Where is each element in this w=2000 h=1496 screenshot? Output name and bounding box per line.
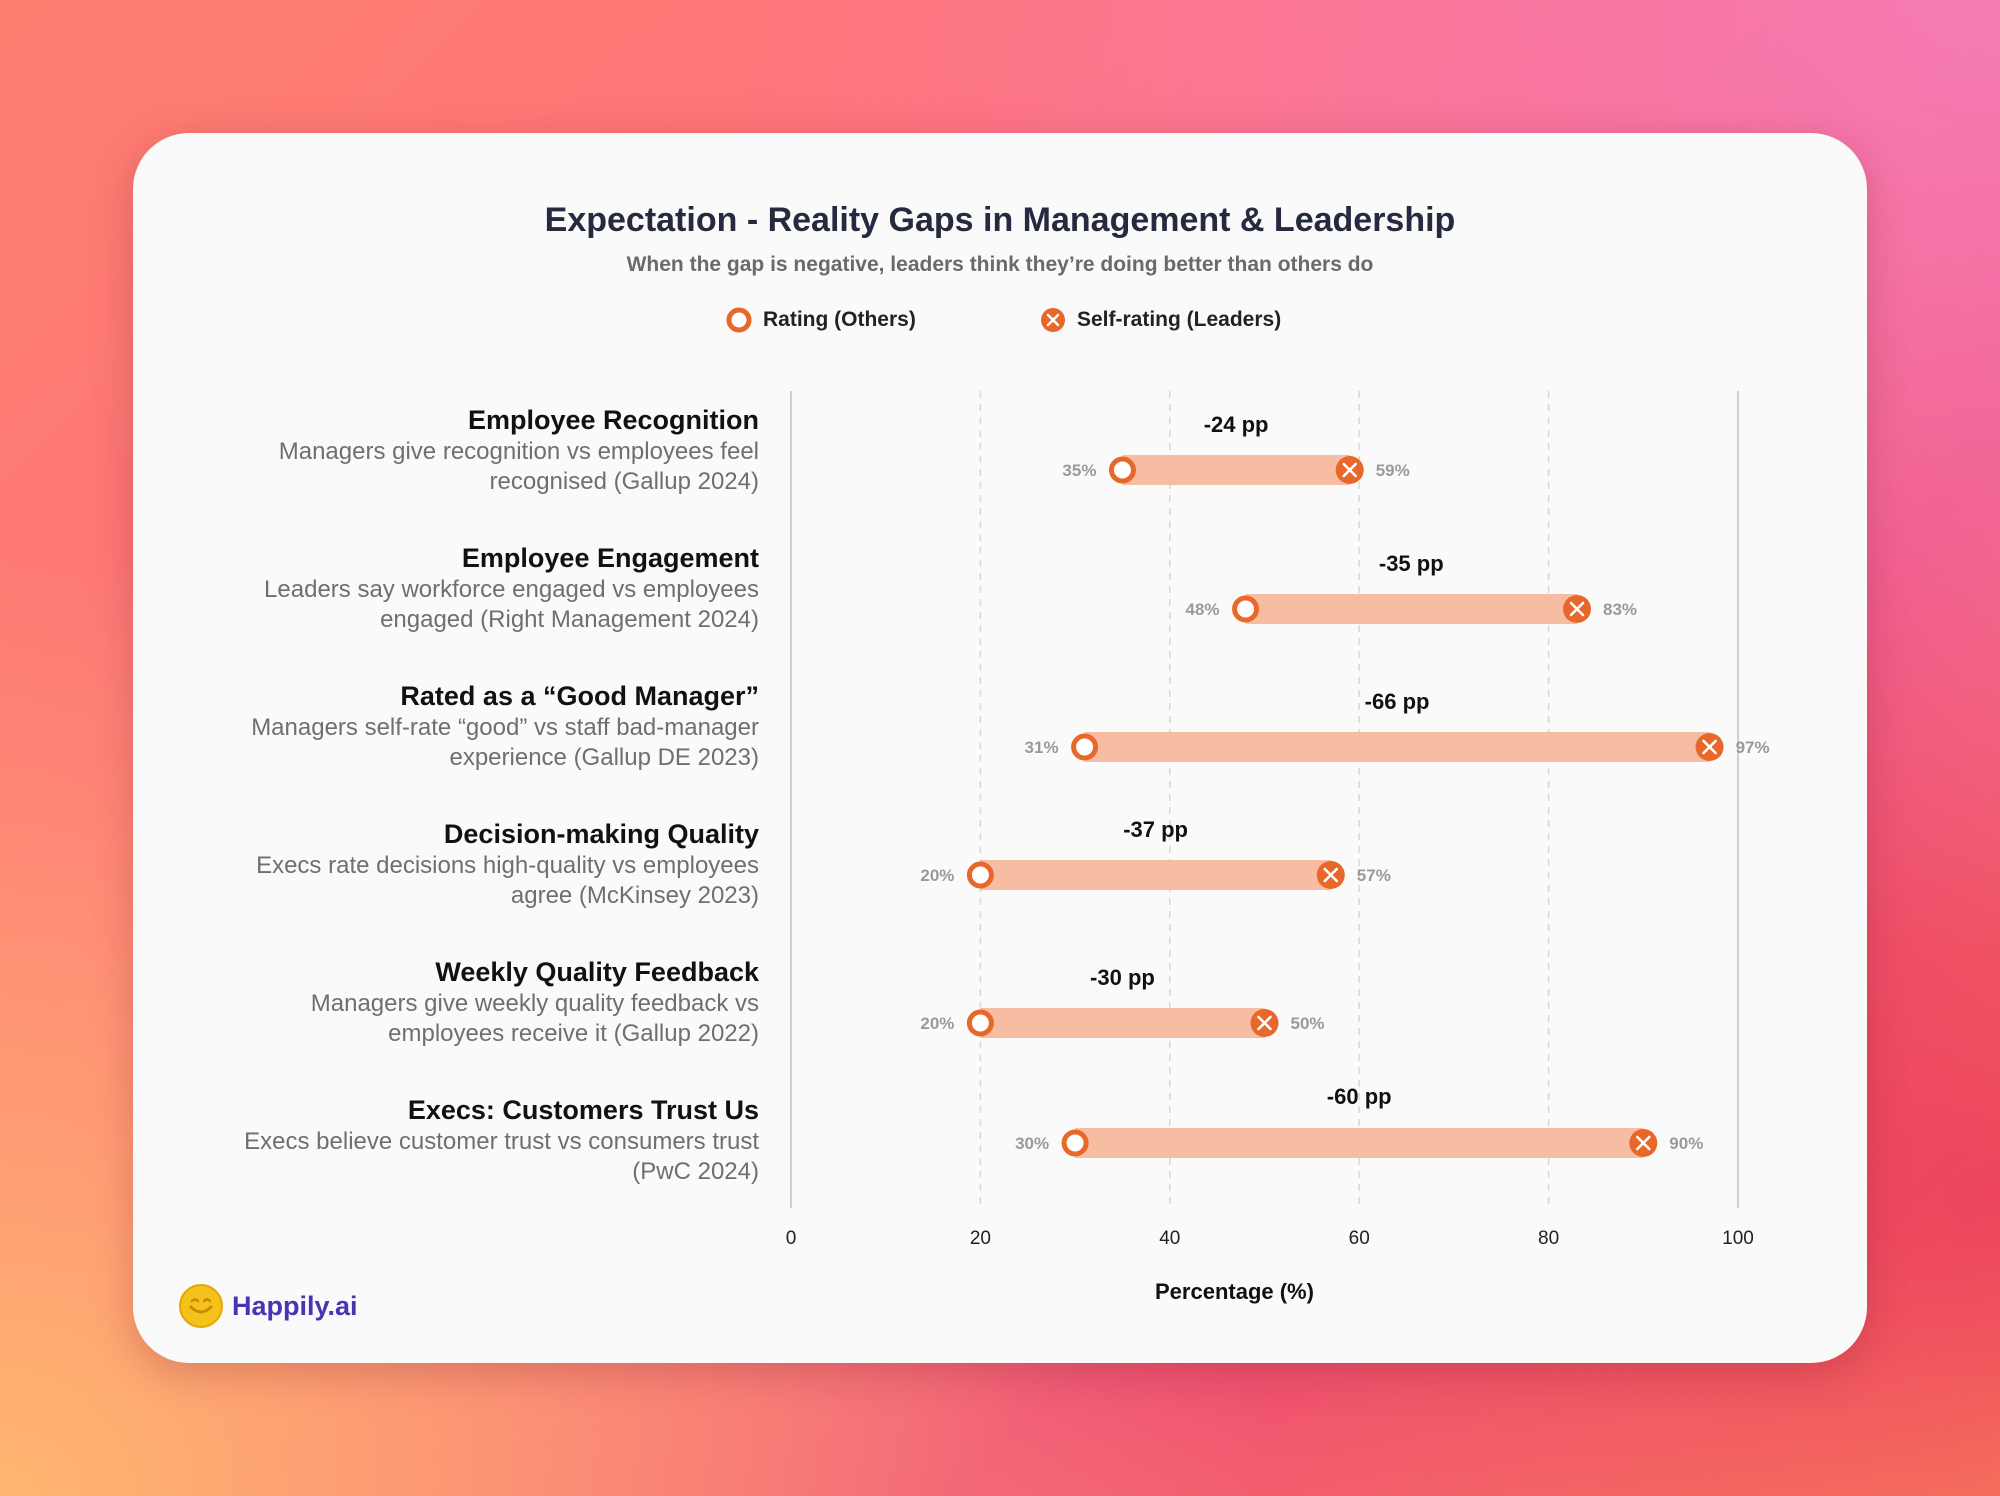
gap-label: -30 pp <box>1090 965 1155 990</box>
x-circle-icon <box>1041 308 1065 332</box>
others-marker <box>1061 1129 1089 1157</box>
others-marker <box>966 1009 994 1037</box>
others-value-label: 20% <box>920 866 954 885</box>
x-axis-label: Percentage (%) <box>1155 1279 1314 1304</box>
self-value-label: 83% <box>1603 600 1637 619</box>
self-marker-x <box>1323 867 1339 883</box>
row-description: recognised (Gallup 2024) <box>489 468 760 495</box>
x-tick-label: 60 <box>1349 1228 1370 1249</box>
row-description: employees receive it (Gallup 2022) <box>388 1020 759 1047</box>
self-value-label: 59% <box>1376 461 1410 480</box>
dumbbell-plot: 0 20 40 60 80 100 35% 59% -24 pp 48% 83% -35 pp 31% 9… <box>786 391 1770 1249</box>
gap-label: -35 pp <box>1379 551 1444 576</box>
open-circle-icon <box>726 307 752 333</box>
row-description: engaged (Right Management 2024) <box>380 606 759 633</box>
gap-label: -60 pp <box>1327 1084 1392 1109</box>
others-value-label: 35% <box>1062 461 1096 480</box>
row-title: Employee Engagement <box>461 543 759 573</box>
others-marker <box>1232 595 1260 623</box>
brand-name: Happily.ai <box>232 1290 358 1321</box>
x-tick-label: 40 <box>1159 1228 1180 1249</box>
row-title: Decision-making Quality <box>443 819 759 849</box>
self-value-label: 97% <box>1736 738 1770 757</box>
row-title: Weekly Quality Feedback <box>435 957 759 987</box>
gap-label: -24 pp <box>1204 412 1269 437</box>
self-marker-x <box>1342 462 1358 478</box>
row-description: Execs believe customer trust vs consumer… <box>244 1128 759 1155</box>
self-marker-x <box>1636 1135 1651 1151</box>
others-value-label: 31% <box>1025 738 1059 757</box>
legend-label-self: Self-rating (Leaders) <box>1077 308 1282 331</box>
row-label: Weekly Quality Feedback Managers give wee… <box>311 955 759 1049</box>
others-marker <box>1071 733 1099 761</box>
row-description: agree (McKinsey 2023) <box>510 882 759 909</box>
brand-logo: Happily.ai <box>178 1283 358 1329</box>
row-description: Managers give weekly quality feedback vs <box>310 990 759 1017</box>
row-description: Managers self-rate “good” vs staff bad-m… <box>251 714 759 741</box>
x-tick-label: 100 <box>1722 1228 1754 1249</box>
self-marker-x <box>1257 1015 1272 1031</box>
others-value-label: 30% <box>1015 1134 1049 1153</box>
others-marker <box>966 861 994 889</box>
legend-item-others: Rating (Others) <box>725 306 916 334</box>
gap-label: -66 pp <box>1365 689 1430 714</box>
chart-subtitle: When the gap is negative, leaders think … <box>626 253 1374 276</box>
x-tick-label: 20 <box>970 1228 991 1249</box>
x-tick-label: 80 <box>1538 1228 1559 1249</box>
chart-title: Expectation - Reality Gaps in Management… <box>544 201 1456 239</box>
legend-item-self: Self-rating (Leaders) <box>1039 306 1281 334</box>
row-description: Execs rate decisions high-quality vs emp… <box>256 852 759 879</box>
gap-label: -37 pp <box>1123 817 1188 842</box>
row-title: Rated as a “Good Manager” <box>400 681 759 711</box>
self-marker-x <box>1569 601 1585 617</box>
self-marker-x <box>1702 739 1717 755</box>
others-value-label: 48% <box>1186 600 1220 619</box>
row-description: Leaders say workforce engaged vs employe… <box>264 576 759 603</box>
legend-label-others: Rating (Others) <box>763 308 916 331</box>
row-label: Employee Engagement Leaders say workforce… <box>264 541 759 635</box>
others-value-label: 20% <box>920 1014 954 1033</box>
smiley-logo-icon <box>179 1284 223 1328</box>
others-marker <box>1108 456 1136 484</box>
row-label: Decision-making Quality Execs rate decisi… <box>256 817 759 911</box>
self-value-label: 57% <box>1357 866 1391 885</box>
row-description: Managers give recognition vs employees f… <box>278 438 759 465</box>
row-title: Execs: Customers Trust Us <box>407 1095 759 1125</box>
row-title: Employee Recognition <box>467 405 759 435</box>
x-tick-label: 0 <box>786 1228 797 1249</box>
self-value-label: 90% <box>1669 1134 1703 1153</box>
row-label: Rated as a “Good Manager” Managers self-r… <box>251 679 759 773</box>
self-value-label: 50% <box>1291 1014 1325 1033</box>
row-description: (PwC 2024) <box>632 1158 759 1185</box>
row-label: Employee Recognition Managers give recogn… <box>279 403 759 497</box>
row-label: Execs: Customers Trust Us Execs believe c… <box>244 1093 759 1187</box>
chart-card: Expectation - Reality Gaps in Management… <box>133 133 1867 1363</box>
row-description: experience (Gallup DE 2023) <box>449 744 759 771</box>
